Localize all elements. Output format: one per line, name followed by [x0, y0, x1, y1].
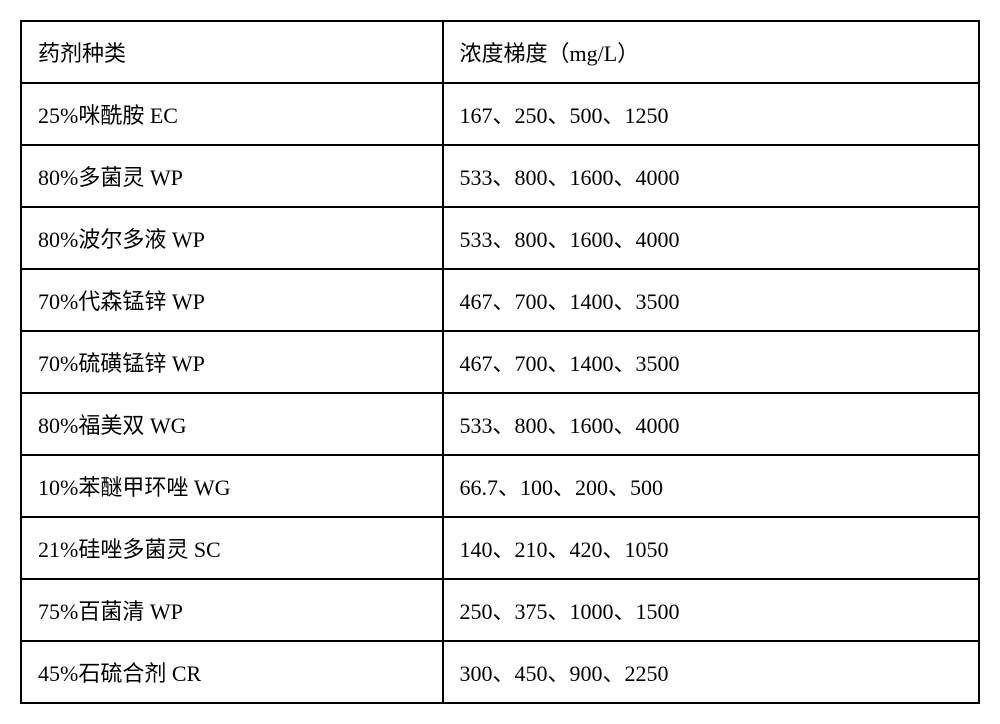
cell-concentration: 467、700、1400、3500	[443, 331, 979, 393]
cell-concentration: 533、800、1600、4000	[443, 393, 979, 455]
table-row: 80%波尔多液 WP 533、800、1600、4000	[21, 207, 979, 269]
table-row: 75%百菌清 WP 250、375、1000、1500	[21, 579, 979, 641]
table-row: 21%硅唑多菌灵 SC 140、210、420、1050	[21, 517, 979, 579]
cell-agent: 45%石硫合剂 CR	[21, 641, 443, 703]
cell-agent: 10%苯醚甲环唑 WG	[21, 455, 443, 517]
table-row: 70%硫磺锰锌 WP 467、700、1400、3500	[21, 331, 979, 393]
table-row: 80%多菌灵 WP 533、800、1600、4000	[21, 145, 979, 207]
cell-agent: 80%福美双 WG	[21, 393, 443, 455]
table-row: 45%石硫合剂 CR 300、450、900、2250	[21, 641, 979, 703]
cell-agent: 75%百菌清 WP	[21, 579, 443, 641]
cell-concentration: 467、700、1400、3500	[443, 269, 979, 331]
cell-concentration: 167、250、500、1250	[443, 83, 979, 145]
cell-agent: 21%硅唑多菌灵 SC	[21, 517, 443, 579]
cell-concentration: 250、375、1000、1500	[443, 579, 979, 641]
cell-agent: 25%咪酰胺 EC	[21, 83, 443, 145]
col-header-concentration: 浓度梯度（mg/L）	[443, 21, 979, 83]
table-row: 70%代森锰锌 WP 467、700、1400、3500	[21, 269, 979, 331]
table-row: 25%咪酰胺 EC 167、250、500、1250	[21, 83, 979, 145]
table-row: 80%福美双 WG 533、800、1600、4000	[21, 393, 979, 455]
cell-agent: 70%代森锰锌 WP	[21, 269, 443, 331]
cell-concentration: 140、210、420、1050	[443, 517, 979, 579]
cell-agent: 70%硫磺锰锌 WP	[21, 331, 443, 393]
cell-agent: 80%波尔多液 WP	[21, 207, 443, 269]
cell-agent: 80%多菌灵 WP	[21, 145, 443, 207]
cell-concentration: 300、450、900、2250	[443, 641, 979, 703]
table-header-row: 药剂种类 浓度梯度（mg/L）	[21, 21, 979, 83]
cell-concentration: 533、800、1600、4000	[443, 207, 979, 269]
fungicide-table: 药剂种类 浓度梯度（mg/L） 25%咪酰胺 EC 167、250、500、12…	[20, 20, 980, 704]
table-row: 10%苯醚甲环唑 WG 66.7、100、200、500	[21, 455, 979, 517]
col-header-agent: 药剂种类	[21, 21, 443, 83]
cell-concentration: 66.7、100、200、500	[443, 455, 979, 517]
cell-concentration: 533、800、1600、4000	[443, 145, 979, 207]
